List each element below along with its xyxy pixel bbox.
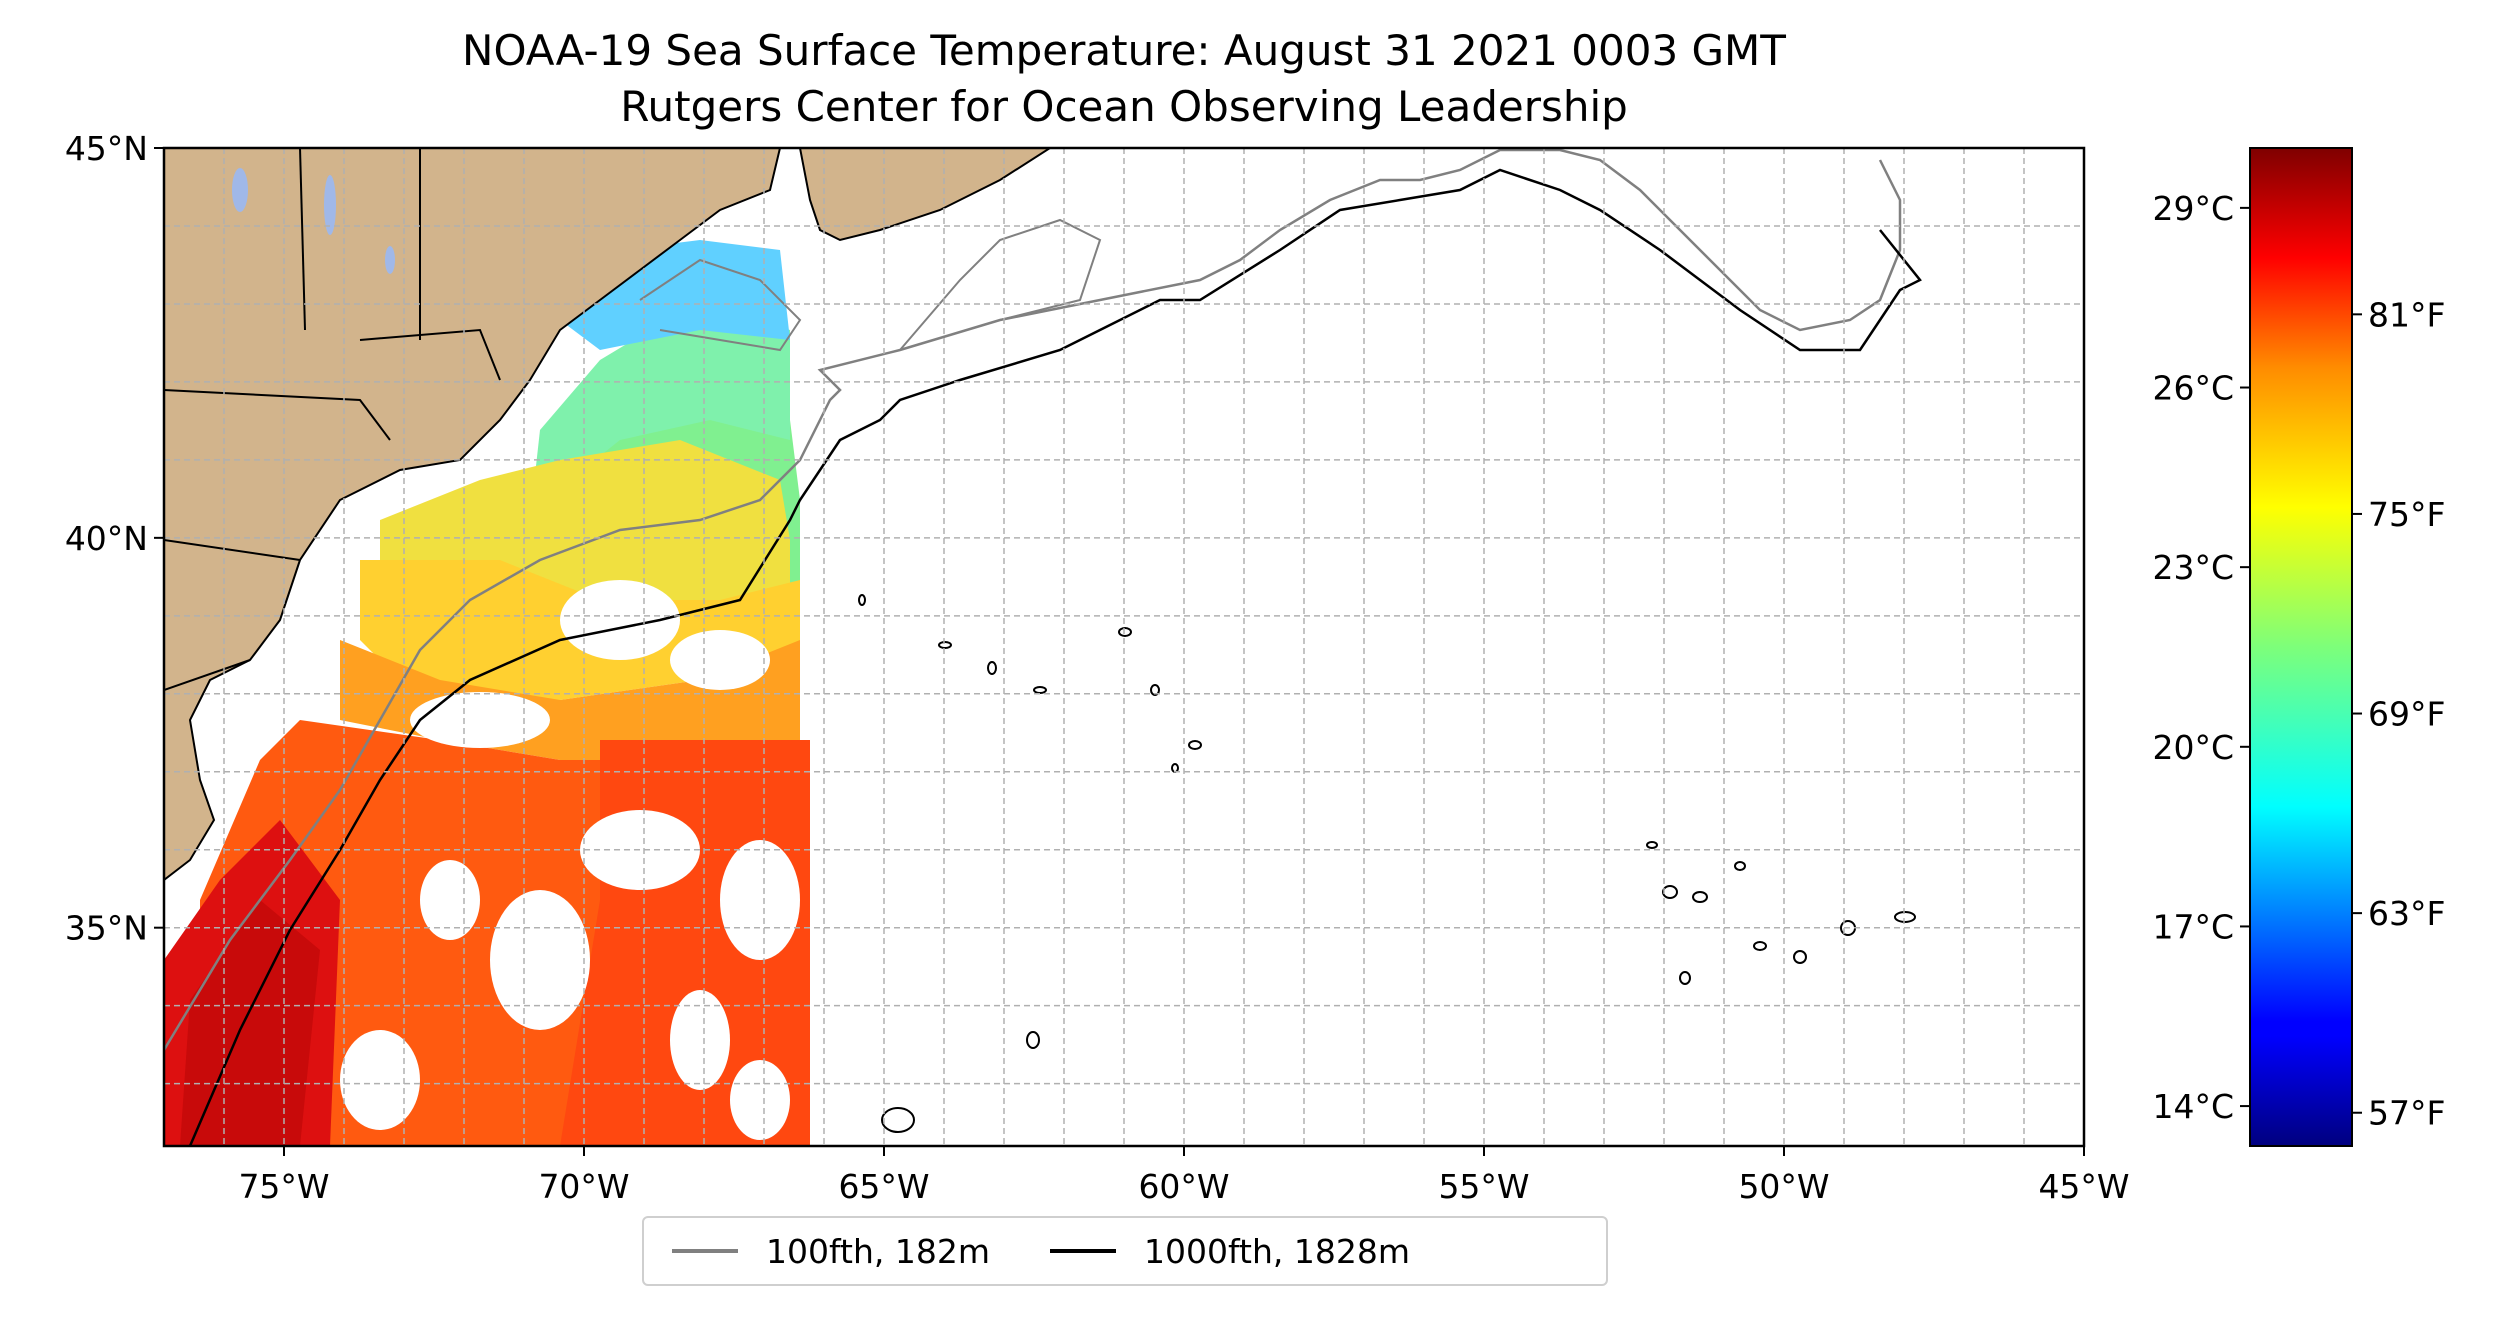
map-frame [162,146,2086,1148]
longitude-tick-label: 75°W [238,1167,329,1206]
longitude-tick-label: 60°W [1138,1167,1229,1206]
celsius-tick-label: 29°C [2152,189,2234,228]
longitude-tick-label: 65°W [838,1167,929,1206]
fahrenheit-tick-label: 57°F [2368,1094,2445,1133]
legend-label-100fth: 100fth, 182m [766,1231,990,1271]
land [164,148,1052,882]
latitude-tick-label: 45°N [65,129,148,168]
fahrenheit-tick-label: 75°F [2368,495,2445,534]
legend-item-1000fth: 1000fth, 1828m [1050,1232,1410,1271]
celsius-tick-label: 26°C [2152,369,2234,408]
legend-label-1000fth: 1000fth, 1828m [1144,1231,1410,1271]
latitude-tick-label: 35°N [65,909,148,948]
fahrenheit-tick-labels: 81°F 75°F 69°F 63°F 57°F [2352,295,2445,1133]
legend-item-100fth: 100fth, 182m [672,1232,990,1271]
legend-swatch-1000fth [1050,1249,1116,1253]
longitude-tick-label: 50°W [1738,1167,1829,1206]
latitude-tick-label: 40°N [65,519,148,558]
longitude-tick-label: 45°W [2038,1167,2129,1206]
colorbar [2249,147,2353,1147]
map-subtitle: Rutgers Center for Ocean Observing Leade… [620,82,1628,131]
celsius-tick-label: 20°C [2152,728,2234,767]
longitude-tick-labels: 75°W 70°W 65°W 60°W 55°W 50°W 45°W [238,1146,2130,1206]
fahrenheit-tick-label: 81°F [2368,295,2445,334]
longitude-tick-label: 70°W [538,1167,629,1206]
map-title: NOAA-19 Sea Surface Temperature: August … [462,26,1786,75]
fahrenheit-tick-label: 69°F [2368,695,2445,734]
bathymetry-legend: 100fth, 182m 1000fth, 1828m [642,1216,1608,1286]
longitude-tick-label: 55°W [1438,1167,1529,1206]
seamounts [858,594,1916,1133]
celsius-tick-label: 14°C [2152,1087,2234,1126]
celsius-tick-label: 23°C [2152,548,2234,587]
isobath-100fth [164,148,1902,1051]
celsius-tick-label: 17°C [2152,907,2234,946]
isobath-1000fth [188,168,1922,1146]
map-gridlines [164,148,2084,1146]
celsius-tick-labels: 29°C 26°C 23°C 20°C 17°C 14°C [2152,189,2250,1126]
fahrenheit-tick-label: 63°F [2368,894,2445,933]
latitude-tick-labels: 45°N 40°N 35°N [65,129,164,948]
legend-swatch-100fth [672,1249,738,1253]
sst-swath [164,148,2084,1146]
